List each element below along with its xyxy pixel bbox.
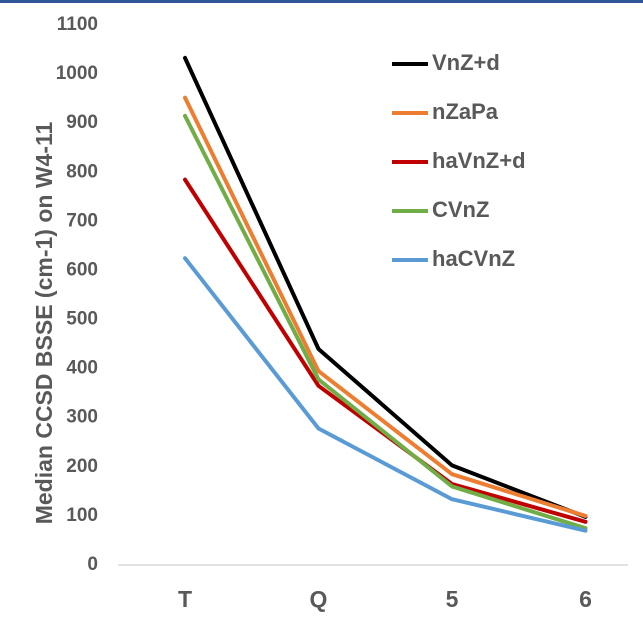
legend-label: CVnZ [432,197,489,222]
y-tick-label: 100 [66,505,98,526]
series-line-hacvnz [183,256,588,533]
legend-label: VnZ+d [432,50,500,75]
y-tick-label: 400 [66,358,98,379]
y-tick-label: 200 [66,456,98,477]
y-axis-label: Median CCSD BSSE (cm-1) on W4-11 [31,122,57,525]
y-tick-label: 0 [87,554,98,575]
y-tick-label: 300 [66,407,98,428]
x-tick-label: Q [310,586,328,612]
x-tick-label: 5 [446,586,459,612]
top-border-rule [0,0,643,3]
x-tick-label: T [178,586,192,612]
legend-label: haVnZ+d [432,148,526,173]
series-line-cvnz [183,113,588,531]
y-tick-label: 500 [66,309,98,330]
y-tick-label: 600 [66,259,98,280]
y-tick-label: 700 [66,210,98,231]
y-tick-label: 900 [66,112,98,133]
x-tick-label: 6 [579,586,592,612]
legend-label: nZaPa [432,99,499,124]
y-tick-label: 1100 [57,14,98,35]
y-tick-label: 800 [66,161,98,182]
y-tick-label: 1000 [56,63,98,84]
series-line-vnz-d [183,55,588,519]
series-line-nzapa [183,95,588,518]
legend-label: haCVnZ [432,246,515,271]
